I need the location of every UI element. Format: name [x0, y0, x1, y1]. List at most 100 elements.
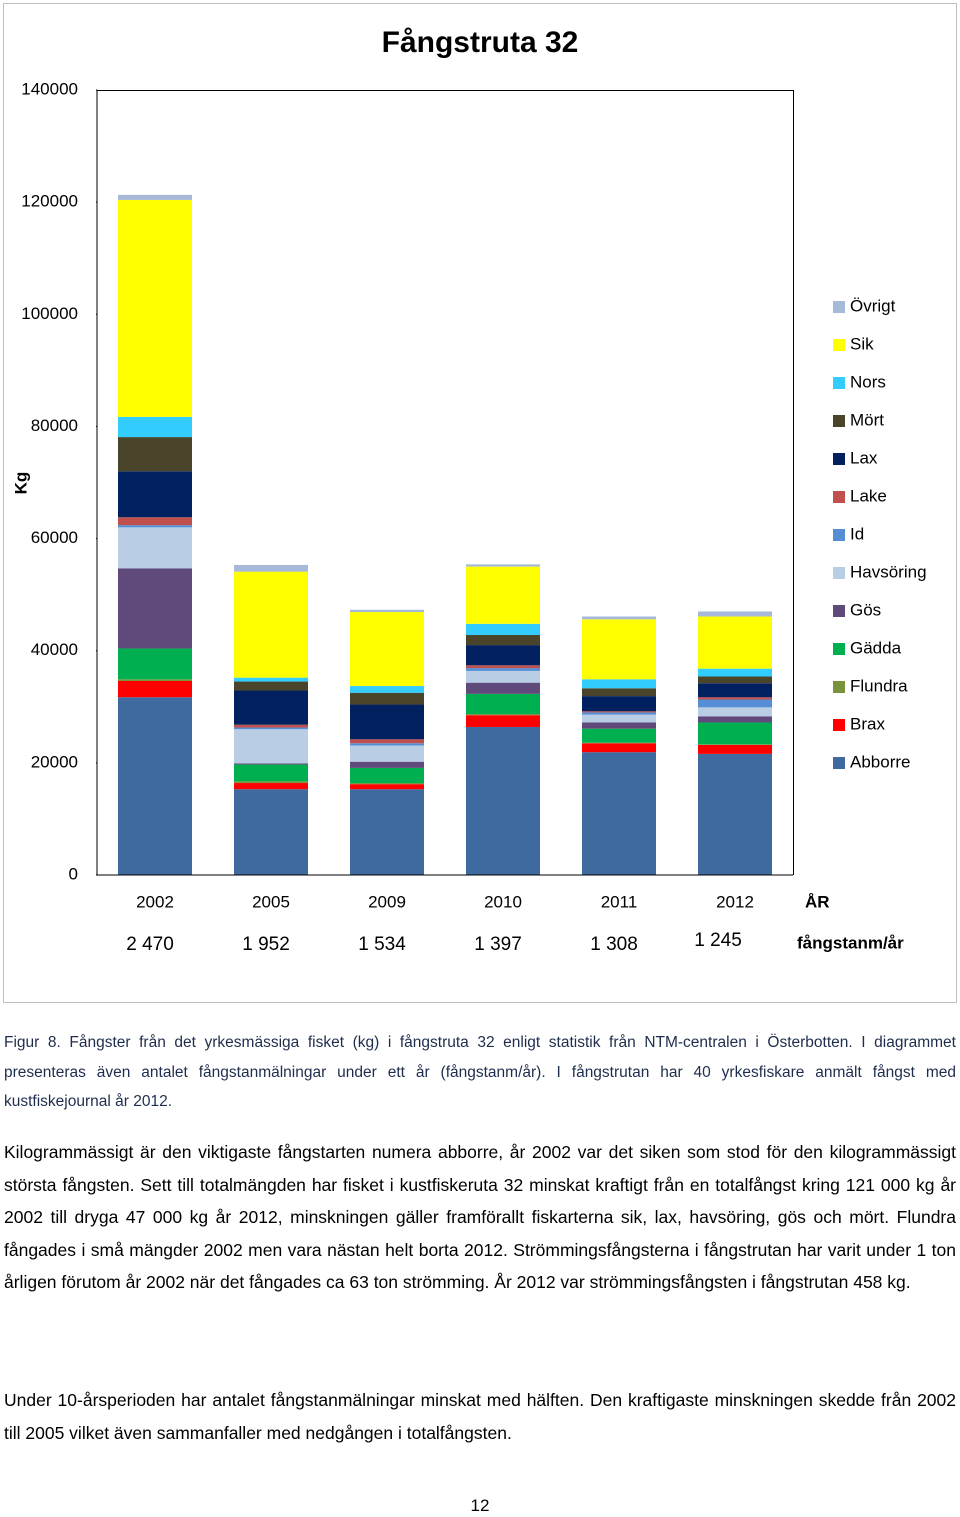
- caption: Figur 8. Fångster från det yrkesmässiga …: [4, 1034, 956, 1110]
- legend-swatch: [833, 567, 845, 579]
- legend-label: Abborre: [850, 752, 910, 771]
- legend-label: Havsöring: [850, 562, 927, 581]
- legend-label: Sik: [850, 334, 874, 353]
- bar-segment: [466, 715, 540, 727]
- legend-swatch: [833, 491, 845, 503]
- bar-segment: [118, 679, 192, 681]
- legend-swatch: [833, 757, 845, 769]
- x-tick-label: 2009: [368, 892, 406, 911]
- bar-segment: [234, 571, 308, 678]
- row-label: fångstanm/år: [797, 933, 904, 952]
- catch-report: 1 308: [590, 934, 638, 955]
- y-tick-label: 60000: [31, 528, 78, 547]
- y-tick-label: 100000: [21, 304, 78, 323]
- bar-segment: [234, 764, 308, 782]
- bar-segment: [118, 194, 192, 200]
- bar-segment: [118, 437, 192, 472]
- bar-segment: [582, 616, 656, 620]
- bar-segment: [698, 683, 772, 698]
- bar-segment: [582, 742, 656, 744]
- bar-segment: [234, 677, 308, 682]
- legend-swatch: [833, 377, 845, 389]
- y-tick-label: 20000: [31, 752, 78, 771]
- bar-segment: [234, 564, 308, 572]
- bar-segment: [234, 763, 308, 765]
- catch-report: 1 245: [694, 930, 742, 951]
- bar-segment: [582, 752, 656, 875]
- bar-segment: [118, 527, 192, 569]
- legend-swatch: [833, 719, 845, 731]
- bar-segment: [350, 686, 424, 693]
- bar-segment: [698, 744, 772, 745]
- legend-swatch: [833, 605, 845, 617]
- page-number: 12: [470, 1496, 490, 1515]
- bar-segment: [118, 525, 192, 528]
- bar-segment: [118, 471, 192, 518]
- bar-segment: [466, 682, 540, 694]
- bar-segment: [466, 693, 540, 715]
- bar-segment: [350, 789, 424, 875]
- y-tick-label: 140000: [21, 79, 78, 98]
- bar-segment: [350, 767, 424, 784]
- bar-segment: [234, 729, 308, 764]
- bar-segment: [698, 668, 772, 677]
- bar-segment: [234, 783, 308, 790]
- bar-segment: [118, 568, 192, 649]
- bar-segment: [466, 566, 540, 624]
- bar-segment: [582, 722, 656, 729]
- bar-segment: [466, 670, 540, 683]
- bar-segment: [466, 564, 540, 567]
- bar-segment: [698, 716, 772, 723]
- bar-segment: [118, 648, 192, 680]
- bar-segment: [350, 692, 424, 705]
- bar-segment: [234, 781, 308, 784]
- bar-segment: [350, 761, 424, 768]
- x-tick-label: 2002: [136, 892, 174, 911]
- legend-label: Lax: [850, 448, 878, 467]
- bar-segment: [698, 699, 772, 708]
- chart-title: Fångstruta 32: [382, 26, 579, 59]
- bar-segment: [234, 690, 308, 725]
- bar-segment: [466, 665, 540, 669]
- y-tick-label: 80000: [31, 416, 78, 435]
- bar-segment: [698, 676, 772, 684]
- x-tick-label: 2005: [252, 892, 290, 911]
- x-tick-label: 2012: [716, 892, 754, 911]
- bar-segment: [234, 724, 308, 728]
- paragraph: Under 10-årsperioden har antalet fångsta…: [4, 1390, 956, 1443]
- plot-frame: [96, 90, 794, 875]
- bar-segment: [466, 635, 540, 646]
- legend-swatch: [833, 681, 845, 693]
- bar-segment: [118, 416, 192, 438]
- y-tick-label: 40000: [31, 640, 78, 659]
- bar-segment: [466, 623, 540, 636]
- bar-segment: [582, 714, 656, 723]
- bar-segment: [118, 517, 192, 526]
- bar-segment: [466, 726, 540, 875]
- bar-segment: [350, 612, 424, 687]
- bar-segment: [698, 722, 772, 745]
- bar-segment: [118, 680, 192, 698]
- legend-swatch: [833, 415, 845, 427]
- y-tick-label: 0: [69, 864, 78, 883]
- catch-report: 1 397: [474, 934, 522, 955]
- bar-segment: [466, 714, 540, 716]
- bar-segment: [350, 745, 424, 762]
- bar-segment: [582, 728, 656, 743]
- bar-segment: [118, 199, 192, 417]
- bar-segment: [118, 697, 192, 875]
- y-axis-label: Kg: [11, 472, 30, 495]
- bar-segment: [698, 744, 772, 754]
- legend-swatch: [833, 339, 845, 351]
- bar-segment: [698, 707, 772, 717]
- bar-segment: [466, 645, 540, 666]
- catch-report: 1 952: [242, 934, 290, 955]
- legend-swatch: [833, 453, 845, 465]
- legend-swatch: [833, 301, 845, 313]
- legend-label: Mört: [850, 410, 884, 429]
- bar-segment: [698, 697, 772, 700]
- bar-segment: [350, 739, 424, 744]
- legend-label: Gädda: [850, 638, 902, 657]
- bar-segment: [350, 609, 424, 613]
